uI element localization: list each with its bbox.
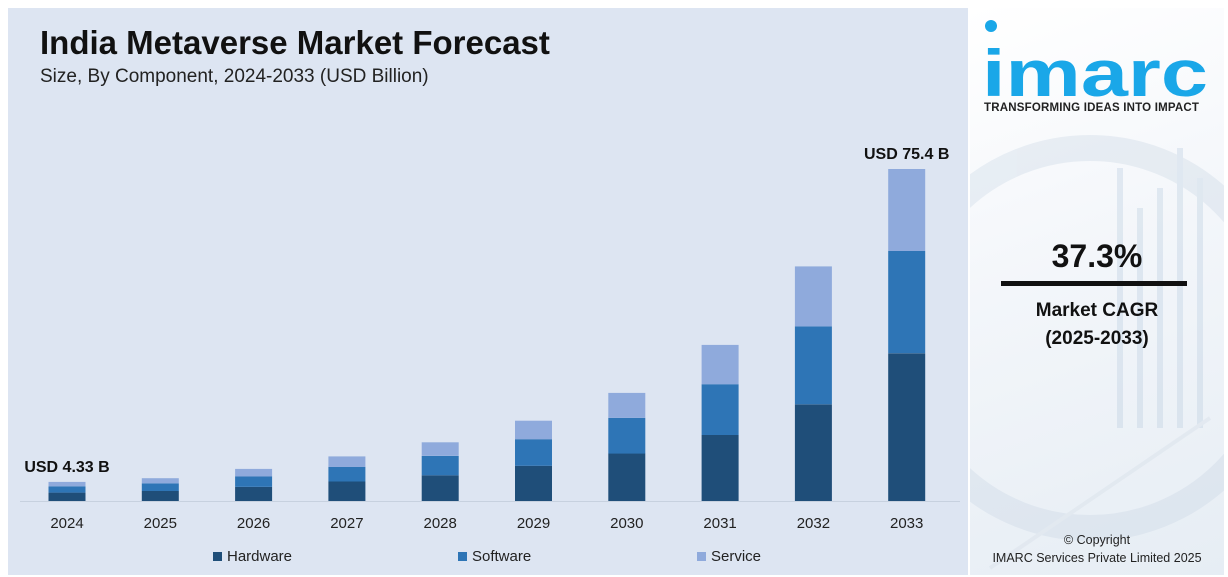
legend-item-hardware: Hardware [213,548,292,565]
bar-hardware-2030 [608,453,646,501]
x-tick-label-2024: 2024 [50,515,83,532]
bar-hardware-2024 [48,492,86,501]
bar-service-2030 [608,392,646,418]
side-panel: imarc TRANSFORMING IDEAS INTO IMPACT 37.… [970,8,1224,575]
chart-panel: India Metaverse Market Forecast Size, By… [8,8,968,575]
cagr-label: Market CAGR [1035,300,1159,321]
bar-software-2033 [888,251,926,354]
cagr-period: (2025-2033) [1045,328,1149,349]
legend-swatch-software [458,552,467,561]
brand-tagline: TRANSFORMING IDEAS INTO IMPACT [984,102,1200,114]
data-label-2024: USD 4.33 B [24,459,109,476]
x-tick-label-2031: 2031 [703,515,736,532]
bar-hardware-2031 [701,435,739,501]
bar-service-2026 [235,468,273,477]
cagr-divider [1001,281,1187,286]
bar-software-2024 [48,486,86,493]
bar-service-2033 [888,169,926,251]
legend-item-service: Service [697,548,761,565]
bar-hardware-2033 [888,353,926,501]
chart-legend: Hardware Software Service [8,548,968,570]
x-tick-label-2032: 2032 [797,515,830,532]
bar-software-2026 [235,476,273,487]
bar-service-2029 [515,420,552,440]
x-tick-label-2026: 2026 [237,515,270,532]
imarc-logo: imarc [982,20,1208,100]
bar-service-2024 [48,481,86,487]
bar-service-2031 [701,344,739,385]
chart-title: India Metaverse Market Forecast [40,24,550,61]
bar-chart: 2024 2025 2026 2027 2028 2029 2030 2031 2032 2033… [20,146,960,532]
legend-label-software: Software [472,548,532,565]
bar-software-2025 [141,483,179,491]
x-tick-label-2028: 2028 [424,515,457,532]
legend-swatch-service [697,552,706,561]
bar-software-2030 [608,417,646,454]
bar-service-2025 [141,478,179,484]
svg-text:imarc: imarc [982,36,1208,100]
bar-service-2027 [328,456,366,467]
bar-service-2032 [794,266,832,327]
legend-label-service: Service [711,548,762,565]
data-label-2033: USD 75.4 B [864,146,949,163]
bar-hardware-2028 [421,475,459,501]
bar-hardware-2032 [794,404,832,501]
legend-label-hardware: Hardware [227,548,293,565]
bar-service-2028 [421,442,459,456]
bar-software-2027 [328,466,366,482]
legend-item-software: Software [458,548,531,565]
x-tick-label-2027: 2027 [330,515,363,532]
background-chart-graphic [970,135,1224,570]
bar-software-2029 [515,439,552,466]
bar-hardware-2029 [515,465,552,501]
copyright-notice: © Copyright [1063,533,1131,547]
bar-software-2028 [421,455,459,476]
cagr-value: 37.3% [1051,238,1143,274]
bar-hardware-2027 [328,481,366,501]
copyright-owner: IMARC Services Private Limited 2025 [992,551,1202,565]
chart-subtitle: Size, By Component, 2024-2033 (USD Billi… [40,66,429,87]
bar-software-2031 [701,384,739,435]
x-tick-label-2030: 2030 [610,515,643,532]
bar-hardware-2025 [141,491,179,501]
bar-software-2032 [794,326,832,405]
x-tick-label-2033: 2033 [890,515,923,532]
legend-swatch-hardware [213,552,222,561]
x-tick-label-2029: 2029 [517,515,550,532]
x-tick-label-2025: 2025 [144,515,177,532]
bar-hardware-2026 [235,487,273,501]
